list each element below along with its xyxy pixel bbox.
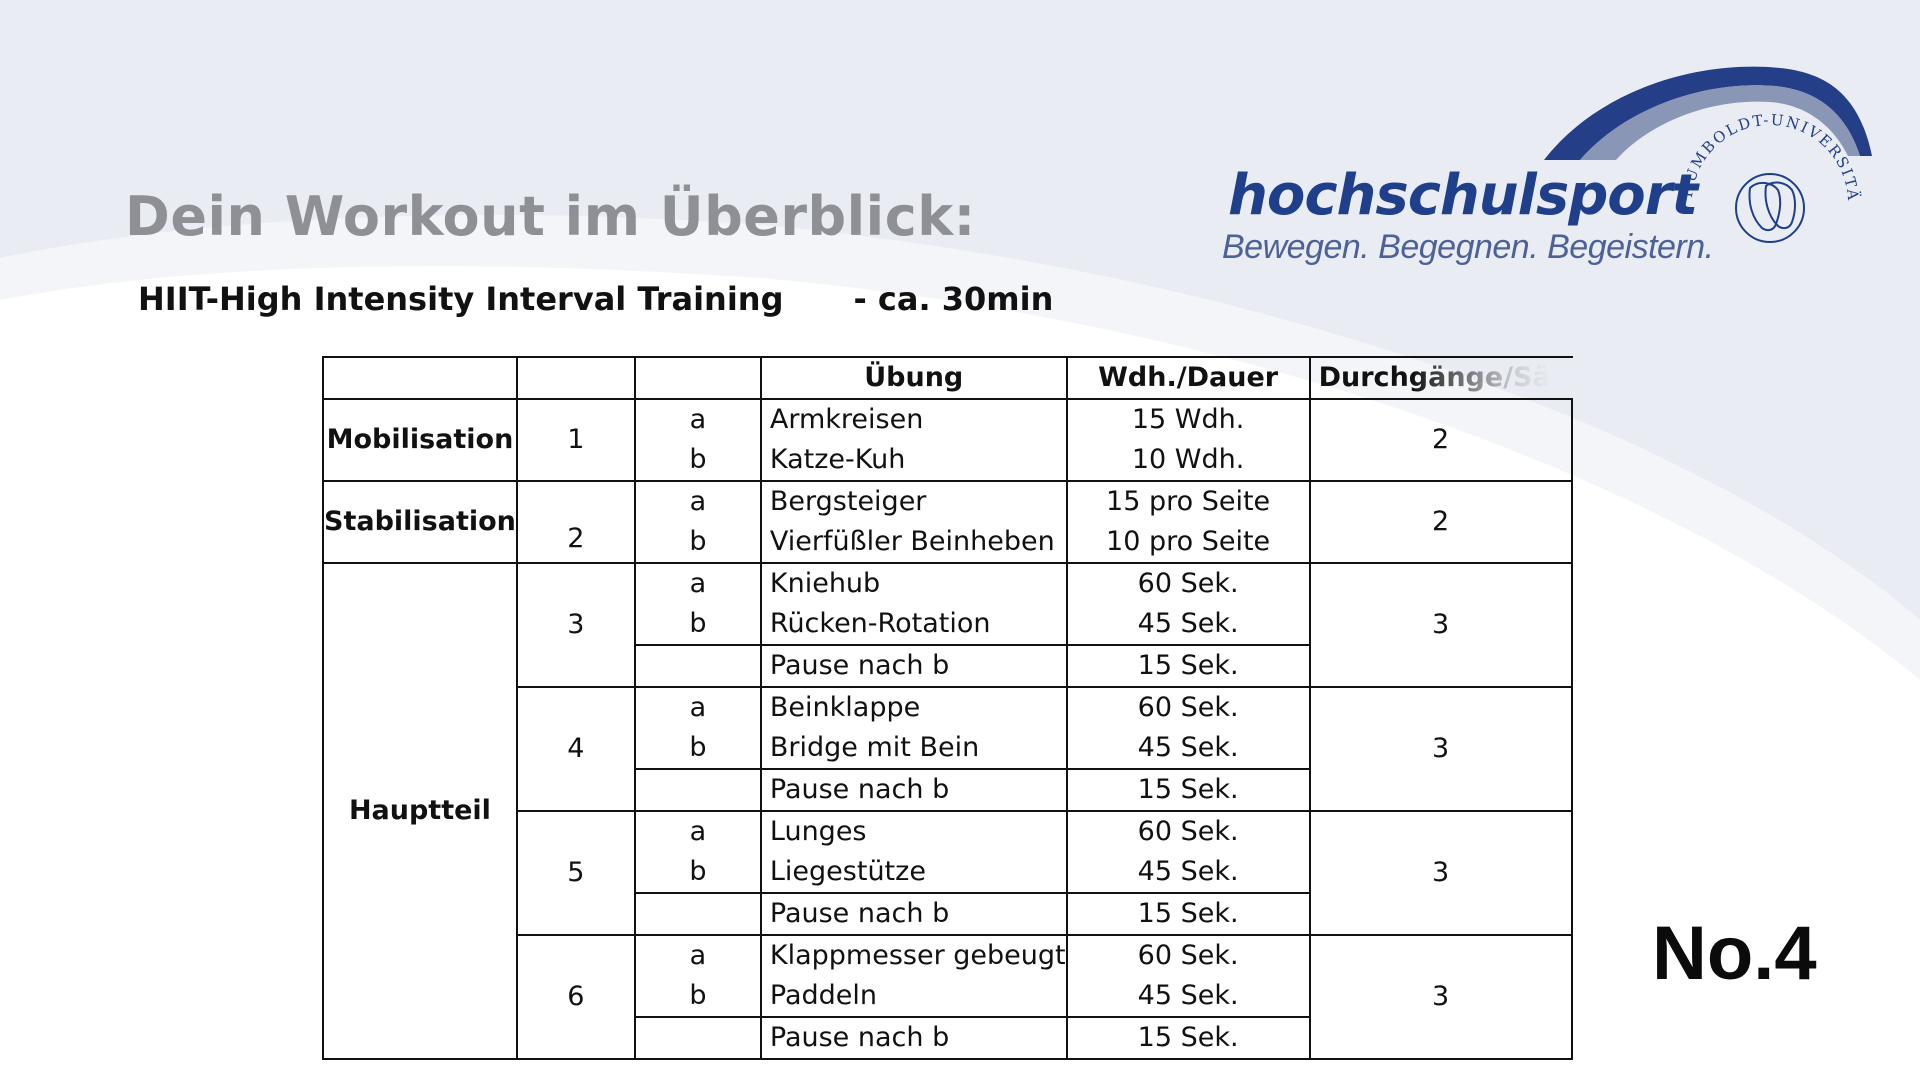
block-number: 4	[515, 686, 636, 812]
workout-table: Übung Wdh./Dauer Durchgänge/Sä Mobilisat…	[322, 356, 1573, 1060]
exercise-dose: 15 Sek.	[1065, 768, 1311, 812]
table-header-row: Übung Wdh./Dauer Durchgänge/Sä	[322, 356, 1572, 400]
table-row: Mobilisation 1 a Armkreisen 15 Wdh. 2	[322, 398, 1573, 482]
table-row: b Bridge mit Bein 45 Sek.	[323, 728, 1572, 770]
exercise-dose: 15 Wdh.	[1065, 398, 1311, 440]
exercise-dose: 10 Wdh.	[1065, 440, 1311, 482]
table-row: b Katze-Kuh 10 Wdh.	[323, 440, 1572, 482]
logo-arc	[1544, 66, 1872, 160]
table-row: 5 a Lunges 60 Sek. 3	[323, 810, 1573, 936]
table-row: Pause nach b 15 Sek.	[323, 1016, 1572, 1060]
exercise-dose: 45 Sek.	[1065, 852, 1311, 894]
table-row: Pause nach b 15 Sek.	[323, 768, 1572, 812]
exercise-dose: 60 Sek.	[1065, 934, 1311, 976]
block-number: 1	[515, 398, 636, 482]
sub-label: a	[633, 562, 762, 604]
exercise-dose: 15 Sek.	[1065, 1016, 1311, 1060]
sub-label: b	[633, 440, 762, 482]
block-number: 5	[515, 810, 636, 936]
exercise-name: Bergsteiger	[759, 480, 1068, 522]
sub-label	[633, 768, 762, 812]
exercise-name: Lunges	[759, 810, 1068, 852]
exercise-name: Liegestütze	[759, 852, 1068, 894]
block-number: 2	[515, 480, 636, 564]
table-row: 6 a Klappmesser gebeugt 60 Sek. 3	[323, 934, 1573, 1060]
sets-count: 3	[1308, 934, 1573, 1060]
exercise-name: Klappmesser gebeugt	[759, 934, 1068, 976]
table-row: Stabilisation 2 a Bergsteiger 15 pro Sei…	[322, 480, 1573, 564]
table-header	[633, 356, 762, 400]
exercise-name: Rücken-Rotation	[759, 604, 1068, 646]
subtitle: HIIT-High Intensity Interval Training - c…	[138, 280, 1053, 318]
sub-label: a	[633, 810, 762, 852]
exercise-name: Paddeln	[759, 976, 1068, 1018]
table-row: b Vierfüßler Beinheben 10 pro Seite	[323, 522, 1572, 564]
exercise-dose: 60 Sek.	[1065, 686, 1311, 728]
exercise-name: Kniehub	[759, 562, 1068, 604]
sub-label	[633, 644, 762, 688]
exercise-name: Katze-Kuh	[759, 440, 1068, 482]
exercise-name: Pause nach b	[759, 892, 1068, 936]
section-label-mobilisation: Mobilisation	[322, 398, 518, 482]
sub-label: a	[633, 686, 762, 728]
sub-label	[633, 1016, 762, 1060]
sets-count: 2	[1308, 398, 1573, 482]
sub-label: b	[633, 976, 762, 1018]
table-header	[322, 356, 518, 400]
exercise-name: Armkreisen	[759, 398, 1068, 440]
exercise-dose: 45 Sek.	[1065, 976, 1311, 1018]
sets-count: 3	[1308, 810, 1573, 936]
page-title: Dein Workout im Überblick:	[125, 185, 976, 248]
exercise-name: Pause nach b	[759, 644, 1068, 688]
logo-tagline: Bewegen. Begegnen. Begeistern.	[1222, 228, 1714, 266]
university-seal-icon: HUMBOLDT-UNIVERSITÄT ZU BERLIN	[1670, 108, 1860, 243]
exercise-name: Pause nach b	[759, 1016, 1068, 1060]
sub-label: b	[633, 852, 762, 894]
sub-label: b	[633, 728, 762, 770]
table-header-exercise: Übung	[759, 356, 1068, 400]
exercise-dose: 45 Sek.	[1065, 728, 1311, 770]
exercise-dose: 60 Sek.	[1065, 810, 1311, 852]
table-row: Hauptteil 3 a Kniehub 60 Sek. 3	[322, 562, 1573, 1060]
logo-wordmark: hochschulsport	[1228, 163, 1698, 228]
table-row: Pause nach b 15 Sek.	[323, 892, 1572, 936]
sub-label: b	[633, 522, 762, 564]
sub-label	[633, 892, 762, 936]
exercise-name: Vierfüßler Beinheben	[759, 522, 1068, 564]
sub-label: a	[633, 480, 762, 522]
table-row: 4 a Beinklappe 60 Sek. 3	[323, 686, 1573, 812]
sub-label: a	[633, 934, 762, 976]
workout-number-badge: No.4	[1652, 911, 1817, 996]
sub-label: a	[633, 398, 762, 440]
section-label-stabilisation: Stabilisation	[322, 480, 518, 564]
exercise-name: Beinklappe	[759, 686, 1068, 728]
table-header	[515, 356, 636, 400]
sub-label: b	[633, 604, 762, 646]
exercise-dose: 10 pro Seite	[1065, 522, 1311, 564]
table-row: b Liegestütze 45 Sek.	[323, 852, 1572, 894]
sets-count: 2	[1308, 480, 1573, 564]
exercise-name: Bridge mit Bein	[759, 728, 1068, 770]
exercise-dose: 15 Sek.	[1065, 644, 1311, 688]
table-row: Pause nach b 15 Sek.	[323, 644, 1572, 688]
table-header-sets: Durchgänge/Sä	[1308, 356, 1572, 400]
table-header-dose: Wdh./Dauer	[1065, 356, 1311, 400]
exercise-name: Pause nach b	[759, 768, 1068, 812]
sets-count: 3	[1308, 686, 1573, 812]
exercise-dose: 15 Sek.	[1065, 892, 1311, 936]
exercise-dose: 15 pro Seite	[1065, 480, 1311, 522]
program-duration: - ca. 30min	[853, 280, 1054, 318]
block-number: 3	[515, 562, 636, 688]
block-number: 6	[515, 934, 636, 1060]
section-label-hauptteil: Hauptteil	[322, 562, 518, 1060]
table-row: b Rücken-Rotation 45 Sek.	[323, 604, 1572, 646]
exercise-dose: 45 Sek.	[1065, 604, 1311, 646]
program-name: HIIT-High Intensity Interval Training	[138, 280, 784, 318]
exercise-dose: 60 Sek.	[1065, 562, 1311, 604]
sets-count: 3	[1308, 562, 1573, 688]
